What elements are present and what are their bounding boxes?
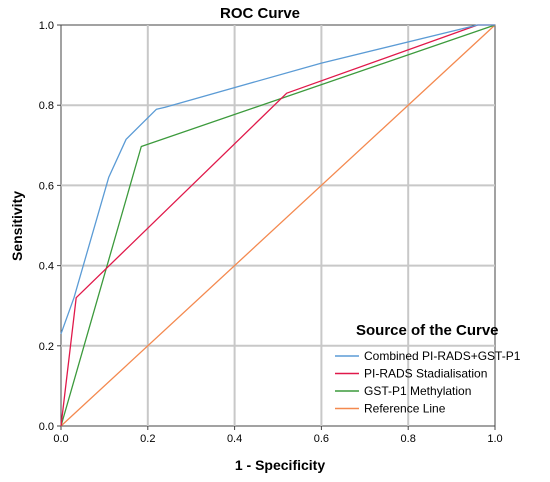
legend: Source of the Curve Combined PI-RADS+GST… [335, 322, 521, 416]
y-tick-label: 0.0 [39, 421, 54, 433]
x-axis-label: 1 - Specificity [235, 457, 325, 473]
y-tick-label: 1.0 [39, 20, 54, 32]
x-tick-label: 1.0 [487, 433, 502, 445]
legend-entry: GST-P1 Methylation [364, 384, 471, 398]
x-tick-label: 0.2 [140, 433, 155, 445]
legend-entry: Reference Line [364, 402, 446, 416]
y-tick-label: 0.4 [39, 261, 54, 273]
y-axis-ticks: 0.0 0.2 0.4 0.6 0.8 1.0 [39, 20, 61, 433]
x-axis-ticks: 0.0 0.2 0.4 0.6 0.8 1.0 [53, 426, 503, 445]
series-line-reference-line [60, 24, 496, 427]
y-tick-label: 0.2 [39, 341, 54, 353]
series-line-combined-pi-rads-gst-p1 [60, 24, 495, 335]
series-lines [60, 24, 496, 427]
x-tick-label: 0.8 [401, 433, 416, 445]
x-tick-label: 0.4 [227, 433, 242, 445]
legend-entry: Combined PI-RADS+GST-P1 [364, 349, 521, 363]
x-tick-label: 0.0 [53, 433, 68, 445]
chart-title: ROC Curve [220, 5, 300, 22]
legend-entry: PI-RADS Stadialisation [364, 367, 487, 381]
series-line-gst-p1-methylation [60, 24, 496, 427]
x-tick-label: 0.6 [314, 433, 329, 445]
legend-title: Source of the Curve [356, 322, 499, 339]
y-tick-label: 0.6 [39, 180, 54, 192]
grid [61, 25, 495, 426]
y-axis-label: Sensitivity [9, 191, 25, 261]
y-tick-label: 0.8 [39, 100, 54, 112]
